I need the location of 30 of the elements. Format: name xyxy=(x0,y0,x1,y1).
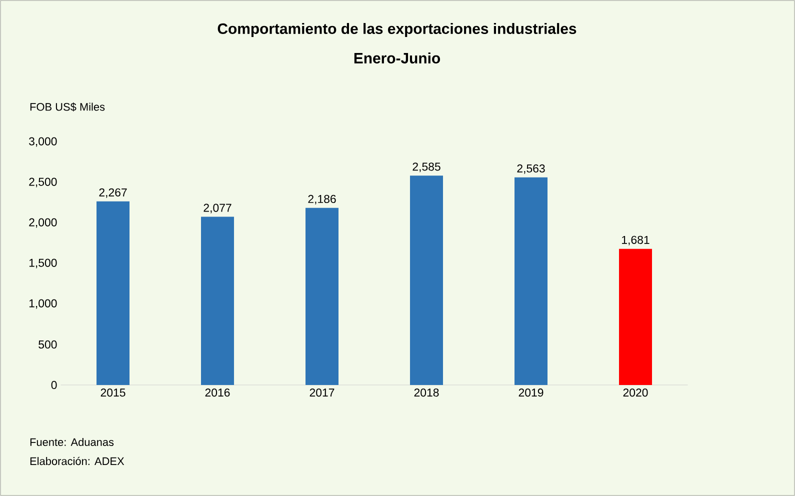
x-tick-label: 2015 xyxy=(100,388,126,397)
chart-title: Comportamiento de las exportaciones industriales xyxy=(218,23,576,37)
y-tick-label: 0 xyxy=(51,380,57,390)
source-note: Fuente: Aduanas xyxy=(30,438,114,446)
x-tick-label: 2017 xyxy=(310,388,334,397)
y-tick-label: 1,500 xyxy=(29,258,57,268)
x-tick-label: 2019 xyxy=(518,388,544,397)
x-tick-label: 2020 xyxy=(623,388,648,397)
data-label: 1,681 xyxy=(622,236,650,246)
y-axis-title: FOB US$ Miles xyxy=(30,102,105,112)
data-label: 2,186 xyxy=(308,194,336,204)
y-tick-label: 1,000 xyxy=(29,299,57,309)
bar xyxy=(201,216,234,385)
y-tick-label: 3,000 xyxy=(29,137,57,147)
data-label: 2,563 xyxy=(517,164,545,174)
text: Elaboración: ADEX xyxy=(30,456,124,466)
bar xyxy=(514,177,548,385)
data-label: 2,077 xyxy=(204,204,232,214)
chart-subtitle: Enero-Junio xyxy=(354,52,440,64)
x-tick-label: 2018 xyxy=(414,388,439,397)
data-label: 2,585 xyxy=(412,162,440,172)
bar xyxy=(306,208,339,385)
bar xyxy=(96,201,130,385)
data-label: 2,267 xyxy=(99,188,127,198)
y-tick-label: 500 xyxy=(38,340,57,349)
bar xyxy=(619,248,652,385)
bar xyxy=(410,176,444,385)
x-tick-label: 2016 xyxy=(205,388,230,397)
y-tick-label: 2,000 xyxy=(29,218,57,228)
y-tick-label: 2,500 xyxy=(29,178,57,188)
